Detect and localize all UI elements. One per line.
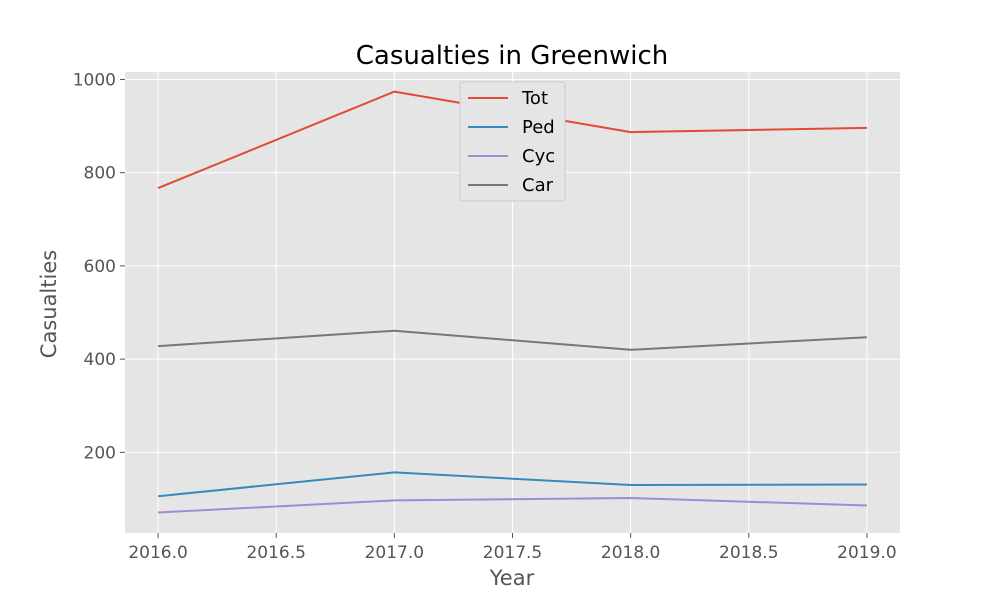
x-axis-ticks: 2016.0 2016.5 2017.0 2017.5 2018.0 2018.5 2019… xyxy=(128,533,897,563)
legend-label: Tot xyxy=(521,88,548,109)
chart-title: Casualties in Greenwich xyxy=(356,41,668,71)
series-line-cyc xyxy=(158,497,867,514)
x-tick-label: 2017.5 xyxy=(483,543,542,563)
x-tick-label: 2017.0 xyxy=(365,543,424,563)
y-tick-label: 600 xyxy=(84,257,116,277)
x-tick-label: 2016.5 xyxy=(246,543,305,563)
x-tick-label: 2018.0 xyxy=(601,543,660,563)
series-line-ped xyxy=(157,471,867,498)
x-tick-label: 2016.0 xyxy=(128,543,187,563)
legend-label: Car xyxy=(522,175,554,196)
series-line-car xyxy=(158,329,867,351)
x-tick-label: 2019.0 xyxy=(837,543,896,563)
x-axis-label: Year xyxy=(489,566,535,590)
legend-label: Cyc xyxy=(522,146,555,167)
y-tick-label: 800 xyxy=(84,164,116,184)
y-axis-label: Casualties xyxy=(37,250,61,358)
x-tick-label: 2018.5 xyxy=(719,543,778,563)
legend-box xyxy=(459,81,566,202)
legend: Tot Ped Cyc Car xyxy=(459,81,566,202)
y-tick-label: 200 xyxy=(84,443,116,463)
y-tick-label: 400 xyxy=(84,350,116,370)
y-tick-label: 1000 xyxy=(73,70,116,90)
y-axis-ticks: 200 400 600 800 1000 xyxy=(73,70,125,463)
legend-label: Ped xyxy=(522,117,555,138)
series-lines xyxy=(157,90,867,514)
